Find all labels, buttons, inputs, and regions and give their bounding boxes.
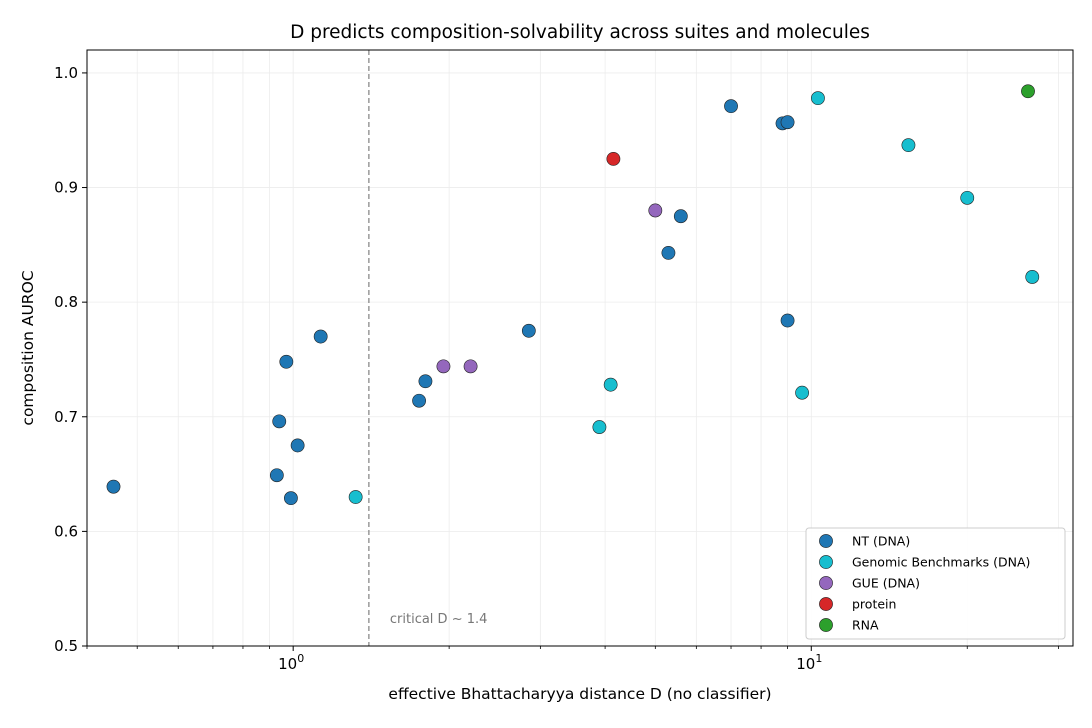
grid-lines	[86, 50, 1073, 647]
data-point	[606, 151, 621, 166]
chart-title: D predicts composition-solvability acros…	[290, 22, 870, 43]
legend-marker	[819, 618, 833, 632]
data-point	[269, 468, 284, 483]
data-point	[463, 359, 478, 374]
data-point	[412, 393, 426, 408]
data-point	[603, 377, 618, 392]
data-point	[1025, 270, 1040, 284]
legend-marker	[819, 576, 833, 590]
data-points	[106, 84, 1040, 506]
data-point	[272, 414, 287, 429]
data-point	[648, 203, 663, 218]
y-tick-label: 0.6	[54, 522, 78, 540]
legend-label: NT (DNA)	[852, 534, 910, 549]
data-point	[521, 323, 536, 338]
plot-frame	[86, 49, 1074, 647]
data-point	[780, 313, 795, 328]
data-point	[780, 115, 795, 130]
critical-d-annotation: critical D ~ 1.4	[390, 612, 488, 627]
legend-marker	[819, 555, 833, 569]
data-point	[436, 359, 451, 374]
data-point	[313, 329, 328, 344]
legend-label: Genomic Benchmarks (DNA)	[852, 555, 1030, 570]
y-tick-label: 0.5	[54, 637, 78, 655]
x-tick-label: 101	[796, 652, 822, 673]
x-axis-label: effective Bhattacharyya distance D (no c…	[388, 685, 771, 703]
data-point	[348, 490, 363, 504]
legend: NT (DNA) Genomic Benchmarks (DNA) GUE (DNA…	[805, 527, 1066, 640]
y-axis-label: composition AUROC	[19, 270, 37, 425]
y-tick-label: 0.8	[54, 293, 78, 311]
data-point	[795, 385, 809, 400]
data-point	[661, 245, 676, 260]
y-tick-label: 1.0	[54, 64, 78, 82]
data-point	[811, 91, 825, 106]
legend-label: protein	[852, 597, 896, 612]
legend-marker	[819, 534, 833, 548]
data-point	[592, 420, 607, 434]
axes: 0.5 0.6 0.7 0.8 0.9 1.0 100 101	[54, 49, 1074, 673]
legend-label: GUE (DNA)	[852, 576, 920, 591]
data-point	[418, 374, 433, 389]
data-point	[1021, 84, 1035, 99]
data-point	[106, 479, 121, 494]
data-point	[901, 138, 916, 153]
data-point	[290, 438, 305, 453]
data-point	[724, 99, 738, 114]
legend-marker	[819, 597, 833, 611]
legend-box	[805, 527, 1066, 640]
data-point	[284, 491, 298, 506]
y-tick-label: 0.7	[54, 408, 78, 426]
x-tick-label: 100	[278, 652, 304, 673]
data-point	[279, 354, 294, 369]
reference-line-group: critical D ~ 1.4	[368, 50, 488, 646]
data-point	[673, 209, 688, 224]
data-point	[960, 190, 975, 205]
y-tick-label: 0.9	[54, 179, 78, 197]
legend-label: RNA	[852, 618, 879, 633]
